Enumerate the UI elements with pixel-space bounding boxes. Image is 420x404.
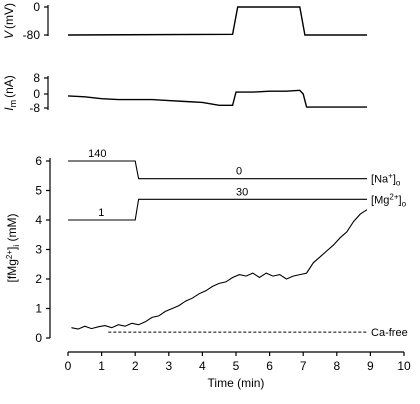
fmg-trace [71, 209, 368, 330]
current-tick-label-0: 0 [33, 87, 40, 101]
mg-y-tick-label: 3 [35, 243, 42, 257]
mg-x-tick-label: 10 [397, 359, 411, 373]
mg-o-label: [Mg2+]o [371, 192, 407, 208]
mg-x-ticks: 0 1 2 3 4 5 6 7 8 9 10 [65, 352, 411, 373]
mg-y-tick-label: 5 [35, 184, 42, 198]
mg-y-ticks: 0 1 2 3 4 5 6 [35, 154, 50, 345]
mg-x-tick-label: 6 [266, 359, 273, 373]
mg-y-tick-label: 0 [35, 331, 42, 345]
mg-o-label-after: 30 [236, 186, 248, 198]
mg-y-tick-label: 1 [35, 302, 42, 316]
mg-x-tick-label: 7 [300, 359, 307, 373]
na-label: [Na+]o [371, 172, 401, 188]
current-tick-label-neg8: -8 [29, 101, 40, 115]
mg-x-tick-label: 8 [333, 359, 340, 373]
mg-x-tick-label: 3 [165, 359, 172, 373]
voltage-tick-label-0: 0 [33, 0, 40, 14]
current-tick-label-8: 8 [33, 71, 40, 85]
current-y-label: Im(nA) [2, 75, 18, 111]
current-panel: 8 0 -8 Im(nA) [2, 71, 367, 115]
na-label-before: 140 [88, 148, 106, 160]
na-step-line [68, 160, 367, 180]
mg-y-tick-label: 2 [35, 272, 42, 286]
voltage-panel: 0 -80 V(mV) [2, 0, 367, 42]
mg-y-label: [fMg2+]i (mM) [5, 214, 21, 283]
mg-y-tick-label: 4 [35, 213, 42, 227]
mg-x-tick-label: 0 [65, 359, 72, 373]
mg-y-tick-label: 6 [35, 154, 42, 168]
mg-x-label: Time (min) [208, 376, 265, 390]
ca-free-label: Ca-free [371, 327, 408, 339]
voltage-tick-label-neg80: -80 [23, 28, 41, 42]
mg-x-tick-label: 1 [98, 359, 105, 373]
voltage-trace [67, 6, 367, 36]
mg-x-tick-label: 5 [233, 359, 240, 373]
mg-x-tick-label: 9 [367, 359, 374, 373]
mg-o-step-line [68, 198, 367, 221]
na-label-after: 0 [236, 166, 242, 178]
mg-x-tick-label: 4 [199, 359, 206, 373]
current-trace [67, 89, 367, 108]
mg-x-tick-label: 2 [132, 359, 139, 373]
voltage-y-label: V(mV) [2, 3, 16, 39]
mg-o-label-before: 1 [98, 207, 104, 219]
